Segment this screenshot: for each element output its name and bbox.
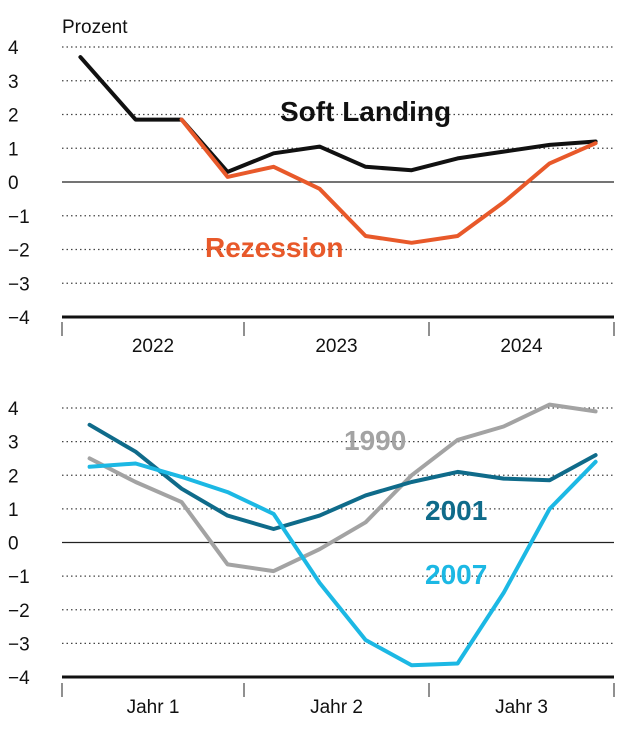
x-category-label: 2024 xyxy=(500,336,543,357)
series-label: 1990 xyxy=(344,425,406,456)
series-line-soft-landing xyxy=(78,55,598,174)
y-tick-label: 1 xyxy=(8,500,19,521)
y-tick-label: −4 xyxy=(8,308,30,329)
series-label: Soft Landing xyxy=(280,96,451,127)
y-tick-label: 2 xyxy=(8,106,19,127)
chart-panel-1: Prozent 4 3 2 1 0 −1 −2 −3 −4 2022 2023 2024 Soft Lan… xyxy=(8,17,615,357)
y-tick-label: 0 xyxy=(8,534,19,555)
y-tick-label: −3 xyxy=(8,634,30,655)
y-tick-label: −4 xyxy=(8,668,30,689)
y-tick-label: 0 xyxy=(8,173,19,194)
series-label: 2007 xyxy=(425,559,487,590)
y-tick-label: 4 xyxy=(8,399,19,420)
y-tick-label: 1 xyxy=(8,139,19,160)
x-category-label: Jahr 2 xyxy=(310,697,363,718)
series-line-2001 xyxy=(87,422,598,531)
y-tick-label: 3 xyxy=(8,72,19,93)
y-axis-title: Prozent xyxy=(62,17,128,38)
x-category-label: Jahr 3 xyxy=(495,697,548,718)
series-line-2007 xyxy=(87,459,598,668)
series-label: Rezession xyxy=(205,232,344,263)
x-category-label: 2022 xyxy=(132,336,174,357)
series-line-1990 xyxy=(87,402,598,574)
chart-panel-2: 4 3 2 1 0 −1 −2 −3 −4 Jahr 1 Jahr 2 Jahr 3 1990 2001 2… xyxy=(8,399,615,718)
series-label: 2001 xyxy=(425,495,487,526)
x-category-label: 2023 xyxy=(315,336,357,357)
y-tick-label: −1 xyxy=(8,567,30,588)
y-tick-label: −2 xyxy=(8,241,30,262)
y-tick-label: −1 xyxy=(8,207,30,228)
y-tick-label: −2 xyxy=(8,601,30,622)
series-line-rezession xyxy=(179,117,598,245)
y-tick-label: −3 xyxy=(8,274,30,295)
y-tick-label: 4 xyxy=(8,38,19,59)
x-category-label: Jahr 1 xyxy=(127,697,180,718)
y-tick-label: 3 xyxy=(8,433,19,454)
y-tick-label: 2 xyxy=(8,466,19,487)
